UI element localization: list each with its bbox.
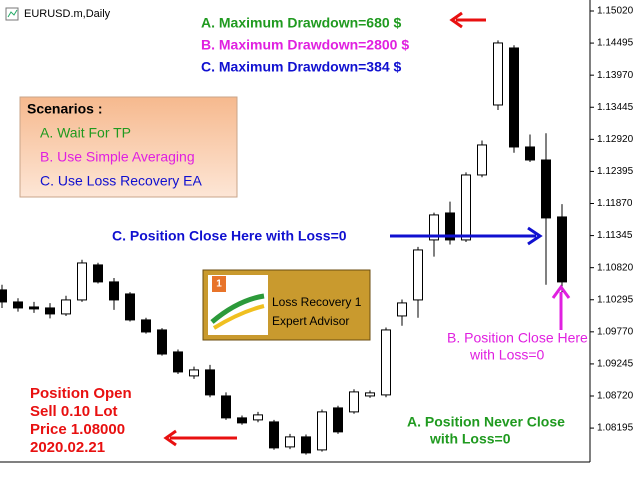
candle-body <box>13 301 23 309</box>
arrow-head <box>449 11 463 29</box>
annotation: A. Position Never Close <box>407 414 565 430</box>
candle-body <box>269 421 279 449</box>
annotation: C. Maximum Drawdown=384 $ <box>201 59 402 75</box>
candle-body <box>557 216 567 283</box>
annotation: B. Position Close Here <box>447 330 588 346</box>
annotation: Position Open <box>30 385 132 402</box>
annotation: A. Maximum Drawdown=680 $ <box>201 15 402 31</box>
candle-body <box>61 299 71 315</box>
candle-body <box>77 262 87 301</box>
candle-body <box>189 369 199 377</box>
candle-body <box>93 264 103 283</box>
annotation: with Loss=0 <box>429 431 511 447</box>
y-tick-label: 1.13970 <box>597 70 634 81</box>
candle-body <box>461 174 471 241</box>
arrow-head <box>527 226 543 246</box>
candle-body <box>317 411 327 451</box>
y-tick-label: 1.10295 <box>597 294 634 305</box>
arrow-head <box>551 284 571 299</box>
logo-badge-text: 1 <box>216 279 222 290</box>
annotation: Price 1.08000 <box>30 421 125 438</box>
candle-body <box>237 417 247 424</box>
y-tick-label: 1.14495 <box>597 38 634 49</box>
candle-body <box>0 289 7 303</box>
annotation: A. Wait For TP <box>40 125 131 141</box>
arrow-head <box>163 429 177 447</box>
logo-swoosh <box>210 293 265 324</box>
logo-swoosh <box>212 304 265 330</box>
candle-body <box>109 281 119 301</box>
candle-body <box>125 293 135 321</box>
annotation: C. Use Loss Recovery EA <box>40 173 202 189</box>
annotation: C. Position Close Here with Loss=0 <box>112 228 347 244</box>
annotation: Expert Advisor <box>272 314 349 328</box>
candle-body <box>285 436 295 448</box>
annotation: Loss Recovery 1 <box>272 295 362 309</box>
candles <box>0 40 567 455</box>
candle-body <box>445 212 455 241</box>
y-tick-label: 1.13445 <box>597 102 634 113</box>
candle-body <box>29 306 39 310</box>
candle-body <box>413 249 423 301</box>
chart-title: EURUSD.m,Daily <box>24 8 111 20</box>
y-tick-label: 1.09770 <box>597 326 634 337</box>
candle-body <box>45 307 55 315</box>
candle-body <box>349 391 359 413</box>
y-tick-label: 1.08720 <box>597 391 634 402</box>
candle-body <box>141 319 151 333</box>
candle-body <box>301 436 311 454</box>
arrows <box>163 11 571 447</box>
y-tick-label: 1.12395 <box>597 166 634 177</box>
symbol-icon-line <box>7 9 18 18</box>
y-tick-label: 1.11345 <box>597 230 633 241</box>
annotation: 2020.02.21 <box>30 439 105 456</box>
candle-body <box>253 414 263 421</box>
annotation: with Loss=0 <box>469 347 545 363</box>
candle-body <box>157 329 167 355</box>
annotation: B. Use Simple Averaging <box>40 149 195 165</box>
candle-body <box>221 395 231 419</box>
candle-body <box>429 214 439 241</box>
y-tick-label: 1.08195 <box>597 423 634 434</box>
annotation: Scenarios : <box>27 101 102 117</box>
candle-body <box>477 144 487 176</box>
candle-body <box>365 392 375 397</box>
candle-body <box>333 407 343 433</box>
candle-body <box>397 302 407 317</box>
y-tick-label: 1.15020 <box>597 6 634 17</box>
y-tick-label: 1.10820 <box>597 262 634 273</box>
y-tick-label: 1.11870 <box>597 198 633 209</box>
candle-body <box>525 146 535 161</box>
symbol-icon <box>5 7 19 21</box>
y-tick-label: 1.09245 <box>597 359 634 370</box>
y-tick-label: 1.12920 <box>597 134 634 145</box>
candle-body <box>493 42 503 106</box>
annotation: Sell 0.10 Lot <box>30 403 118 420</box>
candle-body <box>205 369 215 396</box>
candle-body <box>173 351 183 373</box>
candle-body <box>541 159 551 219</box>
logo-badge <box>212 276 226 292</box>
annotation: B. Maximum Drawdown=2800 $ <box>201 37 409 53</box>
scenarios-box <box>19 96 238 198</box>
candle-body <box>509 47 519 148</box>
candle-body <box>381 329 391 396</box>
